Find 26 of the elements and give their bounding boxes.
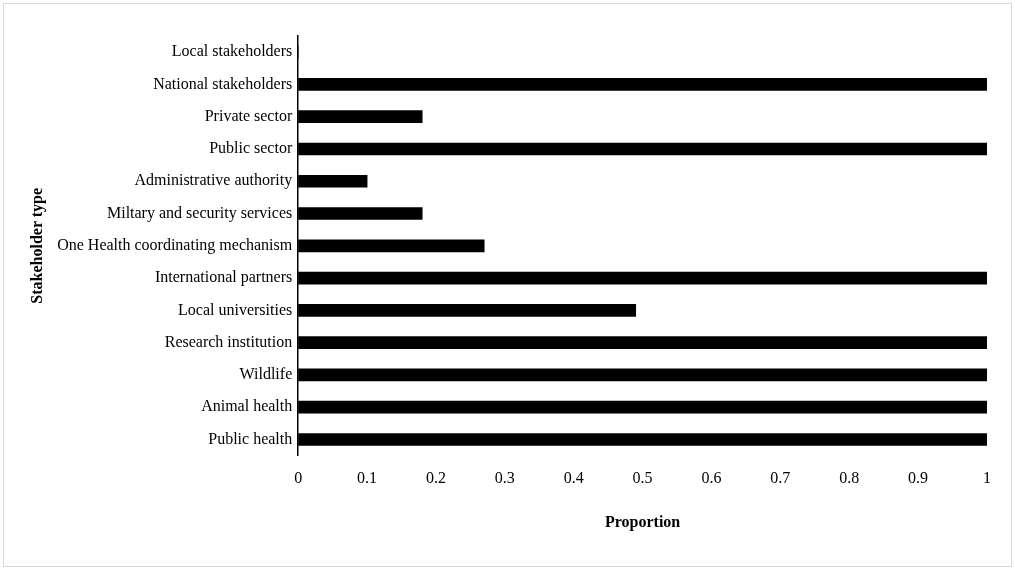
x-tick-label: 0.1 [357,469,378,487]
x-tick-label: 0 [294,469,303,487]
y-tick-label: National stakeholders [153,74,293,92]
y-tick-label: Animal health [201,397,293,415]
y-tick-label: Local universities [178,300,293,318]
x-tick-label: 0.2 [425,469,446,487]
x-tick-label: 1 [983,469,991,487]
y-axis-title: Stakeholder type [27,187,46,304]
x-tick-label: 0.4 [563,469,584,487]
y-tick-label: Public health [208,429,293,447]
y-tick-label: Administrative authority [134,171,293,190]
y-tick-label: Research institution [164,332,293,350]
x-tick-label: 0.7 [770,469,791,487]
y-tick-label: Public sector [209,139,293,157]
x-tick-label: 0.5 [632,469,653,487]
x-tick-label: 0.6 [701,469,722,487]
y-tick-label: Local stakeholders [171,42,293,60]
x-tick-label: 0.8 [839,469,860,487]
x-axis-title: Proportion [604,512,681,531]
y-tick-label: Wildlife [239,365,293,383]
y-tick-label: International partners [154,268,293,287]
x-tick-label: 0.3 [494,469,515,487]
y-tick-label: One Health coordinating mechanism [57,236,293,254]
y-tick-label: Private sector [204,106,293,124]
x-tick-label: 0.9 [908,469,929,487]
y-tick-label: Miltary and security services [106,203,293,222]
